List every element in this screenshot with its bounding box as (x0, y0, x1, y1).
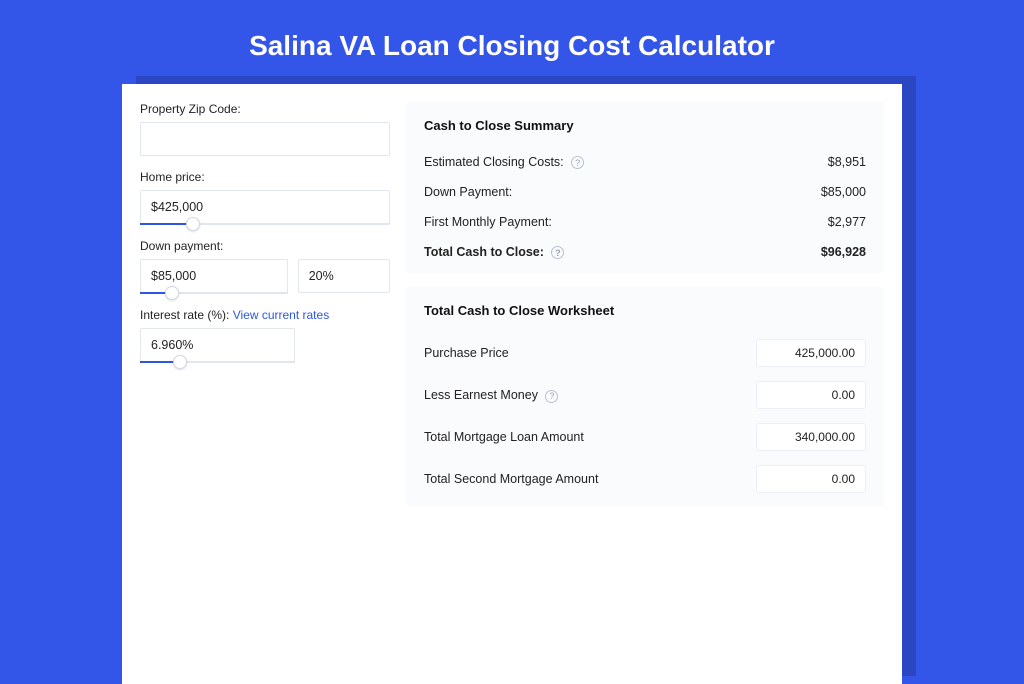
summary-column: Cash to Close Summary Estimated Closing … (406, 102, 884, 666)
summary-row-label: First Monthly Payment: (424, 215, 552, 229)
field-interest: Interest rate (%): View current rates (140, 308, 390, 363)
summary-row-value: $2,977 (828, 215, 866, 229)
interest-label-row: Interest rate (%): View current rates (140, 308, 390, 322)
interest-slider[interactable] (140, 361, 295, 363)
summary-row-label: Estimated Closing Costs: (424, 155, 564, 169)
interest-input[interactable] (140, 328, 295, 362)
worksheet-row: Total Mortgage Loan Amount (424, 416, 866, 458)
inputs-column: Property Zip Code: Home price: Down paym… (140, 102, 390, 666)
slider-thumb[interactable] (173, 355, 187, 369)
down-payment-input[interactable] (140, 259, 288, 293)
help-icon[interactable]: ? (545, 390, 558, 403)
worksheet-input[interactable] (756, 339, 866, 367)
home-price-slider[interactable] (140, 223, 390, 225)
worksheet-input[interactable] (756, 381, 866, 409)
help-icon[interactable]: ? (551, 246, 564, 259)
card-shadow: Property Zip Code: Home price: Down paym… (122, 84, 902, 684)
home-price-label: Home price: (140, 170, 390, 184)
zip-input[interactable] (140, 122, 390, 156)
worksheet-row-label: Total Second Mortgage Amount (424, 472, 598, 486)
summary-row: Estimated Closing Costs: ? $8,951 (424, 147, 866, 177)
worksheet-panel: Total Cash to Close Worksheet Purchase P… (406, 287, 884, 506)
summary-row-value: $8,951 (828, 155, 866, 169)
summary-total-value: $96,928 (821, 245, 866, 259)
slider-thumb[interactable] (165, 286, 179, 300)
zip-label: Property Zip Code: (140, 102, 390, 116)
field-home-price: Home price: (140, 170, 390, 225)
summary-row: First Monthly Payment: $2,977 (424, 207, 866, 237)
worksheet-row: Purchase Price (424, 332, 866, 374)
help-icon[interactable]: ? (571, 156, 584, 169)
summary-panel: Cash to Close Summary Estimated Closing … (406, 102, 884, 273)
down-payment-slider[interactable] (140, 292, 288, 294)
summary-total-row: Total Cash to Close: ? $96,928 (424, 237, 866, 267)
worksheet-row-label: Purchase Price (424, 346, 509, 360)
summary-row: Down Payment: $85,000 (424, 177, 866, 207)
view-rates-link[interactable]: View current rates (233, 308, 330, 322)
summary-total-label: Total Cash to Close: (424, 245, 544, 259)
summary-title: Cash to Close Summary (424, 118, 866, 133)
interest-label: Interest rate (%): (140, 308, 233, 322)
calculator-card: Property Zip Code: Home price: Down paym… (122, 84, 902, 684)
worksheet-row: Less Earnest Money ? (424, 374, 866, 416)
worksheet-row-label: Less Earnest Money (424, 388, 538, 402)
down-payment-label: Down payment: (140, 239, 390, 253)
down-payment-pct-input[interactable] (298, 259, 390, 293)
worksheet-row: Total Second Mortgage Amount (424, 458, 866, 500)
field-zip: Property Zip Code: (140, 102, 390, 156)
field-down-payment: Down payment: (140, 239, 390, 294)
home-price-input[interactable] (140, 190, 390, 224)
slider-thumb[interactable] (186, 217, 200, 231)
slider-fill (140, 223, 193, 225)
summary-row-label: Down Payment: (424, 185, 512, 199)
worksheet-title: Total Cash to Close Worksheet (424, 303, 866, 318)
worksheet-row-label: Total Mortgage Loan Amount (424, 430, 584, 444)
summary-row-value: $85,000 (821, 185, 866, 199)
worksheet-input[interactable] (756, 423, 866, 451)
page-title: Salina VA Loan Closing Cost Calculator (0, 0, 1024, 84)
worksheet-input[interactable] (756, 465, 866, 493)
